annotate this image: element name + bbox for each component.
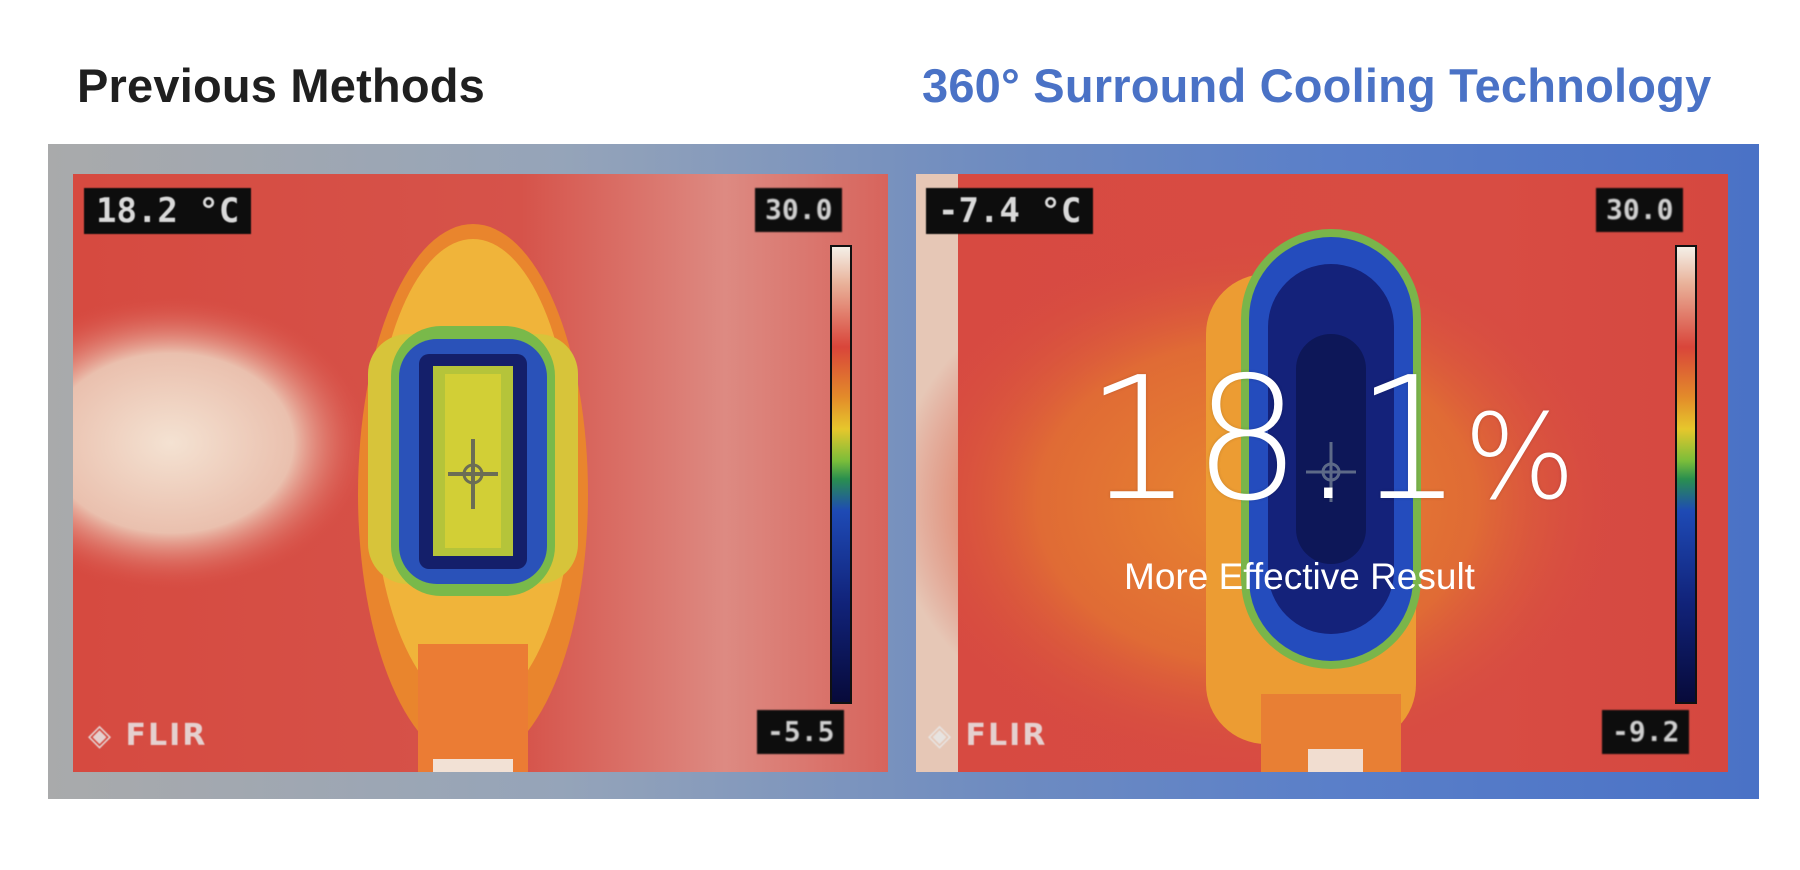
effectiveness-caption: More Effective Result	[1124, 556, 1475, 597]
thermal-image-right-graphic	[916, 174, 1728, 772]
scale-min-label-right: -9.2	[1602, 710, 1690, 754]
spot-temperature-readout-left: 18.2 °C	[84, 188, 252, 234]
flir-brand-right: FLIR	[965, 718, 1048, 753]
effectiveness-value: 18.1	[1085, 341, 1464, 539]
spot-temperature-readout-right: -7.4 °C	[926, 188, 1094, 234]
surround-cooling-heading: 360° Surround Cooling Technology	[922, 59, 1712, 112]
scale-max-label-right: 30.0	[1596, 188, 1684, 232]
flir-brand-left: FLIR	[125, 718, 208, 753]
percent-sign: %	[1463, 388, 1576, 526]
color-scale-bar-right	[1675, 245, 1697, 704]
effectiveness-percentage: 18.1%	[1085, 350, 1576, 547]
thermal-image-previous	[73, 174, 888, 772]
thermal-image-left-graphic	[73, 174, 888, 772]
thermal-image-surround-cooling	[916, 174, 1728, 772]
color-scale-bar-left	[830, 245, 852, 704]
flir-logo-left: ◈ FLIR	[88, 718, 208, 753]
previous-methods-heading: Previous Methods	[77, 59, 486, 112]
scale-max-label-left: 30.0	[755, 188, 843, 232]
flir-logo-right: ◈ FLIR	[928, 718, 1048, 753]
scale-min-label-left: -5.5	[757, 710, 845, 754]
